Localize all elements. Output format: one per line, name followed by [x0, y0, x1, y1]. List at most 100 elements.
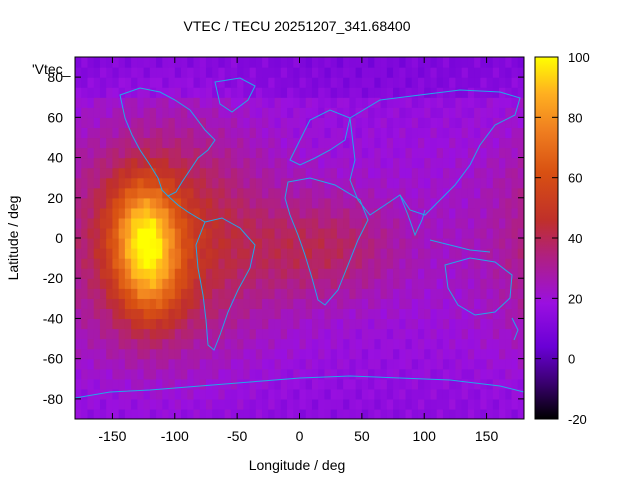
- heatmap-cell: [293, 398, 301, 410]
- heatmap-cell: [255, 258, 263, 269]
- heatmap-cell: [87, 348, 95, 360]
- heatmap-cell: [386, 238, 394, 249]
- heatmap-cell: [499, 107, 506, 118]
- heatmap-cell: [162, 57, 170, 68]
- heatmap-cell: [287, 167, 294, 179]
- heatmap-cell: [75, 368, 82, 380]
- heatmap-cell: [480, 258, 488, 269]
- heatmap-cell: [156, 97, 163, 108]
- heatmap-cell: [349, 157, 357, 169]
- heatmap-cell: [212, 358, 220, 370]
- heatmap-cell: [430, 318, 438, 330]
- heatmap-cell: [287, 67, 294, 78]
- heatmap-cell: [112, 67, 120, 78]
- heatmap-cell: [131, 408, 138, 419]
- heatmap-cell: [380, 378, 388, 390]
- heatmap-cell: [393, 57, 400, 68]
- heatmap-cell: [324, 187, 332, 199]
- heatmap-cell: [461, 268, 469, 279]
- heatmap-cell: [499, 318, 506, 330]
- heatmap-cell: [411, 308, 419, 320]
- heatmap-cell: [399, 388, 407, 400]
- heatmap-cell: [243, 328, 251, 340]
- heatmap-cell: [224, 358, 232, 370]
- heatmap-cell: [461, 137, 469, 149]
- heatmap-cell: [449, 157, 457, 169]
- heatmap-cell: [124, 77, 132, 88]
- heatmap-cell: [411, 288, 419, 299]
- heatmap-cell: [517, 368, 524, 380]
- heatmap-cell: [237, 278, 244, 289]
- heatmap-cell: [168, 227, 176, 239]
- heatmap-cell: [143, 217, 151, 229]
- heatmap-cell: [449, 207, 457, 219]
- heatmap-cell: [237, 87, 244, 98]
- heatmap-cell: [255, 177, 263, 189]
- heatmap-cell: [411, 238, 419, 249]
- heatmap-cell: [124, 318, 132, 330]
- heatmap-cell: [474, 248, 481, 259]
- heatmap-cell: [499, 197, 506, 209]
- heatmap-cell: [505, 177, 513, 189]
- heatmap-cell: [218, 67, 226, 78]
- heatmap-cell: [324, 197, 332, 209]
- heatmap-cell: [99, 288, 107, 299]
- heatmap-cell: [262, 248, 269, 259]
- heatmap-cell: [343, 87, 350, 98]
- heatmap-cell: [336, 127, 344, 139]
- heatmap-cell: [255, 408, 263, 419]
- heatmap-cell: [492, 117, 500, 128]
- heatmap-cell: [505, 157, 513, 169]
- heatmap-cell: [480, 227, 488, 239]
- heatmap-cell: [124, 107, 132, 118]
- heatmap-cell: [199, 227, 207, 239]
- heatmap-cell: [156, 238, 163, 249]
- heatmap-cell: [386, 117, 394, 128]
- heatmap-cell: [311, 378, 319, 390]
- heatmap-cell: [156, 57, 163, 68]
- heatmap-cell: [424, 388, 432, 400]
- heatmap-cell: [168, 348, 176, 360]
- heatmap-cell: [230, 368, 238, 380]
- heatmap-cell: [168, 87, 176, 98]
- heatmap-cell: [492, 67, 500, 78]
- heatmap-cell: [99, 378, 107, 390]
- heatmap-cell: [131, 107, 138, 118]
- heatmap-cell: [131, 207, 138, 219]
- heatmap-cell: [255, 167, 263, 179]
- heatmap-cell: [268, 368, 276, 380]
- heatmap-cell: [349, 167, 357, 179]
- heatmap-cell: [99, 137, 107, 149]
- heatmap-cell: [131, 328, 138, 340]
- heatmap-cell: [131, 318, 138, 330]
- heatmap-cell: [249, 217, 257, 229]
- heatmap-cell: [174, 298, 182, 309]
- heatmap-cell: [274, 157, 282, 169]
- heatmap-cell: [262, 57, 269, 68]
- heatmap-cell: [393, 87, 400, 98]
- heatmap-cell: [442, 288, 450, 299]
- heatmap-cell: [243, 227, 251, 239]
- heatmap-cell: [280, 288, 288, 299]
- heatmap-cell: [268, 268, 276, 279]
- heatmap-cell: [336, 197, 344, 209]
- heatmap-cell: [274, 97, 282, 108]
- heatmap-cell: [393, 408, 400, 419]
- heatmap-cell: [193, 57, 201, 68]
- heatmap-cell: [511, 157, 519, 169]
- heatmap-cell: [224, 127, 232, 139]
- heatmap-cell: [499, 67, 506, 78]
- heatmap-cell: [255, 217, 263, 229]
- heatmap-cell: [386, 137, 394, 149]
- heatmap-cell: [467, 77, 475, 88]
- heatmap-cell: [199, 268, 207, 279]
- heatmap-cell: [436, 368, 444, 380]
- heatmap-cell: [393, 217, 400, 229]
- heatmap-cell: [461, 57, 469, 68]
- heatmap-cell: [299, 97, 307, 108]
- heatmap-cell: [81, 107, 89, 118]
- heatmap-cell: [349, 348, 357, 360]
- heatmap-cell: [336, 398, 344, 410]
- heatmap-cell: [424, 187, 432, 199]
- heatmap-cell: [380, 217, 388, 229]
